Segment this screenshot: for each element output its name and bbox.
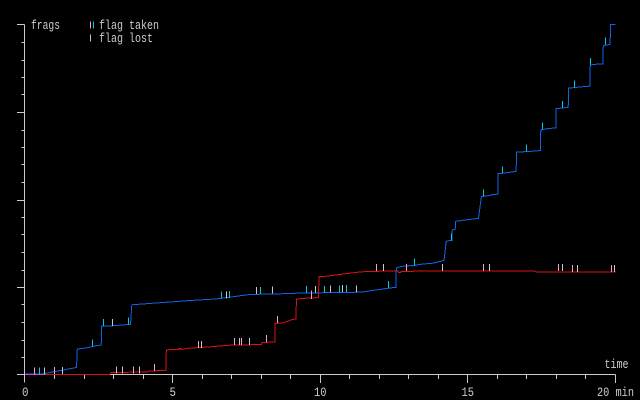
svg-text:5: 5 bbox=[170, 385, 177, 400]
svg-text:20 min: 20 min bbox=[597, 385, 634, 400]
svg-text:flag lost: flag lost bbox=[99, 31, 153, 46]
svg-text:10: 10 bbox=[314, 385, 327, 400]
svg-text:0: 0 bbox=[22, 385, 29, 400]
svg-text:frags: frags bbox=[31, 18, 60, 33]
svg-text:15: 15 bbox=[462, 385, 475, 400]
svg-text:flag taken: flag taken bbox=[99, 18, 159, 33]
svg-text:time: time bbox=[605, 357, 629, 372]
